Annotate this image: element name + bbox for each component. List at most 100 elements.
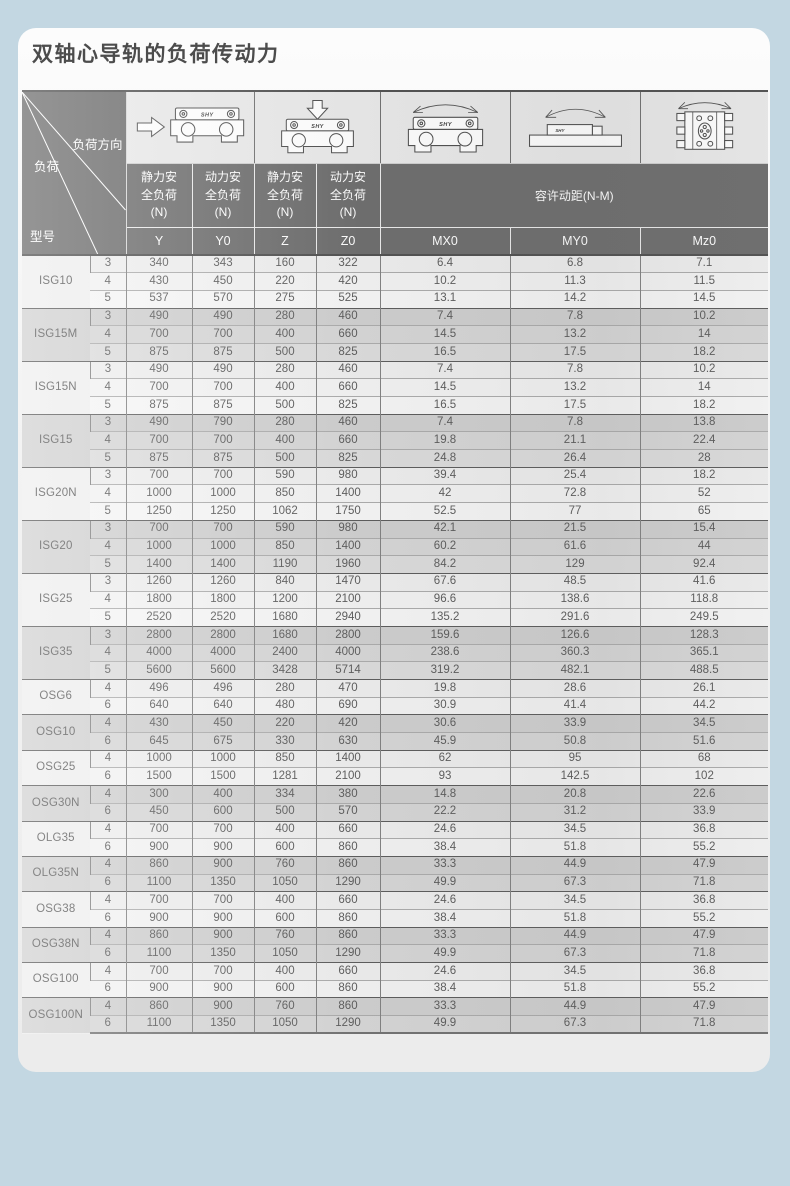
table-row: 4 1000 1000 850 1400 60.2 61.6 44	[22, 537, 768, 556]
size-cell: 6	[90, 1015, 126, 1035]
value-cell: 700	[191, 325, 254, 344]
table-row: 5 875 875 500 825 24.8 26.4 28	[22, 449, 768, 468]
page-title: 双轴心导轨的负荷传动力	[32, 43, 280, 66]
model-cell: ISG35	[22, 625, 90, 680]
size-cell: 3	[89, 413, 126, 432]
table-row: ISG20N 3 700 700 590 980 39.4 25.4 18.2	[22, 466, 768, 521]
value-cell: 1200	[253, 590, 316, 609]
vertical-load-icon: SHY	[253, 89, 380, 164]
table-row: ISG10 3 340 343 160 322 6.4 6.8 7.1	[22, 253, 768, 309]
header-allowable-moment: 容许动距(N-M)	[379, 162, 768, 228]
value-cell: 21.5	[509, 519, 640, 538]
table-row: OSG6 4 496 496 280 470 19.8 28.6 26.1	[22, 678, 768, 715]
table-row: 5 1400 1400 1190 1960 84.2 129 92.4	[22, 555, 768, 574]
value-cell: 1290	[315, 944, 380, 963]
value-cell: 4000	[315, 643, 380, 662]
value-cell: 330	[253, 732, 316, 751]
header-static-load-y: 静力安全负荷 (N)	[125, 162, 193, 228]
value-cell: 1500	[191, 767, 254, 786]
value-cell: 1190	[253, 555, 316, 574]
table-row: OLG35N 4 860 900 760 860 33.3 44.9 47.9	[22, 855, 768, 892]
size-cell: 4	[89, 962, 126, 981]
subheader-y0: Y0	[191, 226, 255, 256]
table-row: ISG20 3 700 700 590 980 42.1 21.5 15.4	[22, 519, 768, 574]
value-cell: 760	[253, 926, 316, 945]
value-cell: 1260	[125, 572, 192, 592]
value-cell: 850	[253, 537, 316, 556]
value-cell: 400	[253, 891, 316, 910]
value-cell: 420	[315, 272, 380, 291]
value-cell: 102	[639, 767, 768, 786]
value-cell: 490	[191, 360, 254, 379]
value-cell: 1281	[253, 767, 316, 786]
value-cell: 126.6	[509, 625, 640, 645]
value-cell: 875	[191, 342, 254, 362]
value-cell: 660	[315, 820, 380, 839]
value-cell: 400	[191, 785, 254, 804]
value-cell: 51.8	[509, 979, 640, 998]
load-spec-table-wrap: 负荷方向 负荷 型号 SHY	[22, 89, 768, 1035]
table-row: 6 900 900 600 860 38.4 51.8 55.2	[22, 838, 768, 857]
value-cell: 1400	[125, 555, 192, 574]
value-cell: 640	[125, 696, 192, 715]
size-cell: 6	[90, 979, 126, 998]
value-cell: 1750	[315, 502, 380, 521]
table-row: 6 900 900 600 860 38.4 51.8 55.2	[22, 908, 768, 928]
table-row: OLG35 4 700 700 400 660 24.6 34.5 36.8	[22, 820, 768, 857]
table-row: 5 537 570 275 525 13.1 14.2 14.5	[22, 289, 768, 309]
value-cell: 2100	[315, 590, 380, 609]
value-cell: 322	[315, 254, 380, 273]
svg-text:SHY: SHY	[311, 124, 324, 130]
size-cell: 5	[90, 342, 126, 362]
value-cell: 700	[125, 466, 192, 485]
value-cell: 7.4	[379, 360, 510, 379]
value-cell: 900	[191, 908, 254, 928]
subheader-my0: MY0	[509, 226, 641, 256]
value-cell: 488.5	[639, 661, 768, 680]
value-cell: 60.2	[379, 537, 510, 556]
value-cell: 825	[315, 342, 380, 362]
value-cell: 44.9	[509, 997, 640, 1016]
table-row: ISG15N 3 490 490 280 460 7.4 7.8 10.2	[22, 360, 768, 415]
value-cell: 38.4	[379, 838, 510, 857]
value-cell: 490	[125, 360, 192, 379]
value-cell: 93	[379, 767, 510, 786]
value-cell: 47.9	[639, 926, 768, 945]
value-cell: 26.4	[509, 449, 640, 468]
size-cell: 6	[90, 873, 126, 892]
value-cell: 860	[315, 908, 380, 928]
value-cell: 430	[125, 272, 192, 291]
value-cell: 33.3	[379, 855, 510, 875]
table-row: 6 1500 1500 1281 2100 93 142.5 102	[22, 767, 768, 786]
value-cell: 129	[509, 555, 640, 574]
value-cell: 10.2	[639, 360, 768, 379]
subheader-mz0: Mz0	[639, 226, 768, 256]
corner-label-load: 负荷	[34, 160, 60, 174]
value-cell: 1290	[315, 1015, 380, 1035]
value-cell: 6.8	[509, 254, 640, 273]
subheader-mx0: MX0	[379, 226, 511, 256]
value-cell: 21.1	[509, 431, 640, 450]
value-cell: 1470	[315, 572, 380, 592]
value-cell: 1350	[191, 1015, 254, 1035]
value-cell: 280	[253, 307, 316, 326]
value-cell: 340	[125, 254, 192, 273]
size-cell: 4	[89, 820, 126, 839]
value-cell: 33.3	[379, 997, 510, 1016]
value-cell: 11.5	[639, 272, 768, 291]
size-cell: 3	[89, 466, 126, 485]
value-cell: 10.2	[639, 307, 768, 326]
value-cell: 50.8	[509, 732, 640, 751]
model-cell: ISG25	[22, 572, 90, 627]
value-cell: 700	[191, 519, 254, 538]
model-cell: ISG20	[22, 519, 90, 574]
value-cell: 2100	[315, 767, 380, 786]
model-cell: OSG100N	[22, 997, 90, 1034]
value-cell: 430	[125, 714, 192, 733]
table-row: 4 700 700 400 660 14.5 13.2 14	[22, 325, 768, 344]
value-cell: 44.9	[509, 926, 640, 945]
model-cell: OSG38	[22, 891, 90, 928]
value-cell: 34.5	[509, 962, 640, 981]
value-cell: 850	[253, 484, 316, 503]
size-cell: 4	[90, 484, 126, 503]
